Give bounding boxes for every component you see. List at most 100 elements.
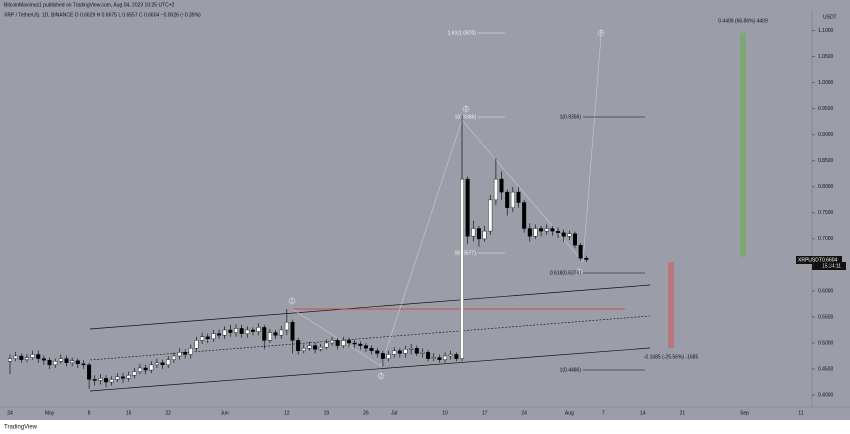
candle-body	[200, 336, 205, 341]
stop-label: -0.1685 (-25.56%) -1685	[644, 354, 699, 360]
candle-body	[454, 354, 459, 359]
candle-body	[137, 367, 142, 372]
candle-body	[386, 354, 391, 359]
y-tick-label: 0.6500	[818, 262, 834, 268]
candle-body	[211, 333, 216, 340]
candle-body	[499, 178, 504, 193]
candle-body	[7, 358, 12, 362]
candle-body	[92, 379, 97, 381]
candle-body	[522, 202, 527, 229]
candle-body	[352, 342, 357, 345]
candle-body	[358, 343, 363, 346]
candle-body	[431, 357, 436, 359]
candle-body	[533, 228, 538, 237]
price-label-price: 0.6604	[822, 257, 838, 263]
candle-body	[471, 228, 476, 237]
candle-body	[460, 178, 465, 359]
price-label-box	[796, 256, 842, 264]
candle-body	[70, 360, 75, 363]
candle-body	[448, 354, 453, 357]
y-tick-label: 0.8500	[818, 158, 834, 164]
y-tick-label: 0.4000	[818, 392, 834, 398]
candle-body	[324, 342, 329, 348]
candle-body	[267, 332, 272, 341]
x-tick-label: 14	[640, 410, 646, 416]
candle-body	[544, 228, 549, 232]
candle-body	[375, 350, 380, 354]
candle-body	[301, 347, 306, 352]
candle-body	[239, 328, 244, 334]
fib-label: 1(0.9356)	[560, 114, 582, 120]
x-tick-label: Jul	[391, 410, 397, 416]
published: BitcoinMaximus1 published on TradingView…	[4, 2, 175, 8]
candle-body	[420, 352, 425, 354]
candle-body	[584, 258, 589, 260]
candle-body	[369, 347, 374, 352]
candle-body	[143, 367, 148, 371]
candle-body	[335, 340, 340, 346]
candle-body	[561, 232, 566, 237]
candle-body	[81, 363, 86, 366]
wave-marker	[288, 297, 296, 305]
x-tick-label: 21	[680, 410, 686, 416]
channel-bottom	[89, 347, 651, 392]
candle-body	[233, 328, 238, 333]
candle-body	[482, 230, 487, 240]
candle-body	[330, 340, 335, 344]
symbol-line: XRP / TetherUS, 1D, BINANCE O 0.6629 H 0…	[4, 12, 201, 18]
footer-bar	[0, 420, 850, 434]
wave-marker	[462, 105, 470, 113]
fib-label: 0.618(0.6376)	[550, 270, 581, 276]
candle-body	[41, 358, 46, 361]
candle-body	[132, 371, 137, 376]
x-tick-label: 17	[482, 410, 488, 416]
y-tick-label: 0.8000	[818, 184, 834, 190]
candle-body	[149, 364, 154, 371]
y-tick-label: 1.0000	[818, 80, 834, 86]
candle-body	[222, 329, 227, 336]
y-tick-label: 0.6000	[818, 288, 834, 294]
x-tick-label: 15	[126, 410, 132, 416]
candle-body	[75, 360, 80, 365]
channel-top	[89, 284, 651, 330]
candle-body	[53, 361, 58, 366]
candle-body	[183, 352, 188, 355]
candle-body	[488, 199, 493, 232]
candle-body	[437, 357, 442, 360]
candle-body	[36, 354, 41, 359]
candle-body	[104, 378, 109, 383]
y-tick-label: 0.4500	[818, 366, 834, 372]
candle-body	[465, 178, 470, 237]
x-tick-label: 12	[284, 410, 290, 416]
candle-body	[296, 340, 301, 352]
y-tick-label: 0.7000	[818, 236, 834, 242]
y-tick-label: 0.7500	[818, 210, 834, 216]
candle-body	[279, 329, 284, 336]
wave-label: 4	[578, 269, 581, 275]
candle-body	[109, 379, 114, 383]
target-label: 0.4409 (66.86%) 4409	[718, 18, 768, 24]
candle-body	[341, 340, 346, 346]
candle-body	[380, 353, 385, 359]
x-tick-label: Jun	[221, 410, 229, 416]
candle-body	[397, 350, 402, 354]
y-tick-label: 0.5500	[818, 314, 834, 320]
candle-body	[403, 349, 408, 354]
y-tick-label: 1.0500	[818, 54, 834, 60]
candle-body	[284, 321, 289, 331]
x-tick-label: 26	[363, 410, 369, 416]
candle-body	[177, 352, 182, 357]
candle-body	[443, 355, 448, 360]
drawings	[89, 29, 746, 392]
candle-body	[505, 191, 510, 208]
x-tick-label: 8	[88, 410, 91, 416]
candle-body	[64, 358, 69, 363]
candle-body	[194, 340, 199, 349]
candle-body	[98, 378, 103, 381]
fib-label: 0(0.6577)	[455, 250, 477, 256]
candle-body	[256, 327, 261, 332]
wave-marker	[597, 29, 605, 37]
candle-body	[476, 228, 481, 240]
candle-body	[115, 376, 120, 380]
